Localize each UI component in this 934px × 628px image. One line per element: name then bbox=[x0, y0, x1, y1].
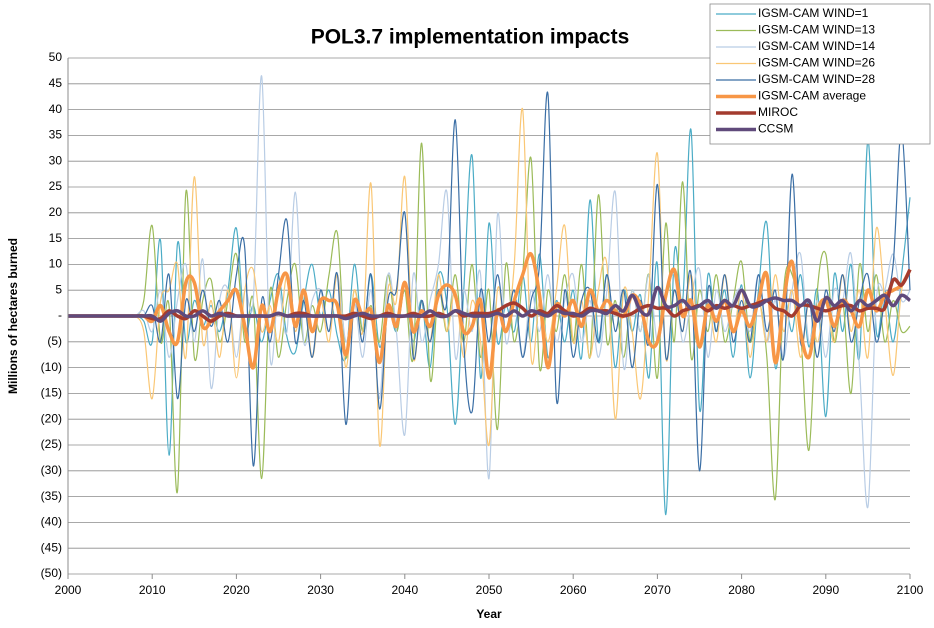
y-tick-label: (20) bbox=[41, 411, 62, 425]
x-tick-label: 2050 bbox=[476, 583, 503, 597]
legend: IGSM-CAM WIND=1 IGSM-CAM WIND=13 IGSM-CAM … bbox=[709, 3, 931, 145]
y-tick-label: (25) bbox=[41, 437, 62, 451]
legend-label: MIROC bbox=[758, 105, 798, 119]
x-tick-label: 2070 bbox=[644, 583, 671, 597]
x-tick-label: 2020 bbox=[223, 583, 250, 597]
y-tick-label: 15 bbox=[49, 231, 63, 245]
legend-label: IGSM-CAM average bbox=[758, 89, 866, 103]
axes: 50 45 40 35 30 25 20 15 10 5 - (5) (10) (15) (20) (25) (… bbox=[41, 50, 924, 597]
series-line bbox=[67, 142, 911, 501]
x-tick-label: 2100 bbox=[897, 583, 924, 597]
series-line bbox=[67, 91, 911, 472]
y-tick-label: (15) bbox=[41, 386, 62, 400]
y-tick-label: 5 bbox=[55, 282, 62, 296]
x-tick-label: 2090 bbox=[812, 583, 839, 597]
x-tick-label: 2040 bbox=[391, 583, 418, 597]
x-axis-label: Year bbox=[476, 607, 502, 621]
legend-label: CCSM bbox=[758, 122, 793, 136]
y-tick-label: (5) bbox=[47, 334, 62, 348]
y-tick-label: (45) bbox=[41, 540, 62, 554]
legend-label: IGSM-CAM WIND=1 bbox=[758, 6, 869, 20]
x-tick-label: 2030 bbox=[307, 583, 334, 597]
series-line bbox=[67, 285, 912, 323]
y-axis-label: Millions of hectares burned bbox=[6, 238, 20, 394]
y-tick-label: 45 bbox=[49, 76, 63, 90]
y-tick-label: (10) bbox=[41, 360, 62, 374]
y-tick-label: (35) bbox=[41, 489, 62, 503]
y-tick-label: 25 bbox=[49, 179, 63, 193]
x-tick-label: 2080 bbox=[728, 583, 755, 597]
series-line bbox=[67, 268, 912, 323]
y-tick-label: 30 bbox=[49, 153, 63, 167]
y-tick-label: 20 bbox=[49, 205, 63, 219]
y-tick-label: (40) bbox=[41, 515, 62, 529]
x-tick-label: 2000 bbox=[55, 583, 82, 597]
y-tick-label: 40 bbox=[49, 102, 63, 116]
y-tick-label: (30) bbox=[41, 463, 62, 477]
legend-label: IGSM-CAM WIND=13 bbox=[758, 23, 875, 37]
legend-box bbox=[709, 3, 931, 145]
legend-label: IGSM-CAM WIND=26 bbox=[758, 56, 875, 70]
y-tick-label: - bbox=[58, 308, 62, 322]
x-tick-label: 2010 bbox=[139, 583, 166, 597]
y-tick-label: (50) bbox=[41, 566, 62, 580]
y-tick-label: 50 bbox=[49, 50, 63, 64]
y-tick-label: 35 bbox=[49, 128, 63, 142]
plot-lines bbox=[67, 75, 912, 516]
series-line bbox=[67, 107, 911, 447]
chart-title: POL3.7 implementation impacts bbox=[311, 26, 630, 49]
legend-label: IGSM-CAM WIND=28 bbox=[758, 72, 875, 86]
y-tick-label: 10 bbox=[49, 257, 63, 271]
x-tick-label: 2060 bbox=[560, 583, 587, 597]
legend-label: IGSM-CAM WIND=14 bbox=[758, 39, 875, 53]
